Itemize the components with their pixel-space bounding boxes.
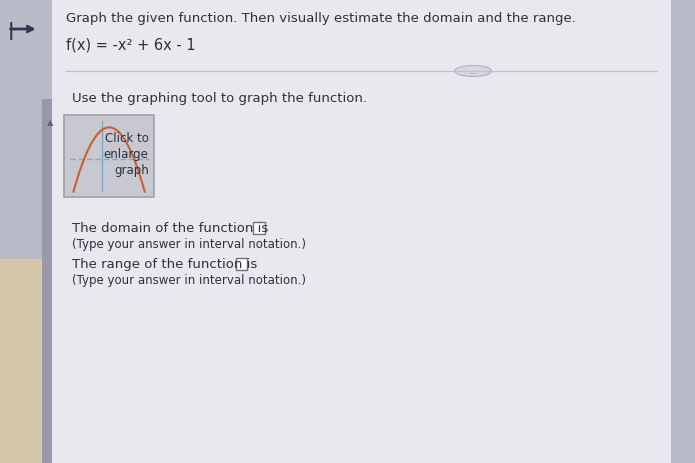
Text: Use the graphing tool to graph the function.: Use the graphing tool to graph the funct…: [72, 92, 368, 105]
Text: |: |: [8, 22, 14, 40]
FancyBboxPatch shape: [42, 100, 52, 463]
Text: (Type your answer in interval notation.): (Type your answer in interval notation.): [72, 238, 306, 250]
Text: enlarge: enlarge: [104, 148, 149, 161]
FancyBboxPatch shape: [52, 0, 671, 463]
Text: (Type your answer in interval notation.): (Type your answer in interval notation.): [72, 274, 306, 287]
Text: The domain of the function is: The domain of the function is: [72, 221, 269, 234]
Text: f(x) = -x² + 6x - 1: f(x) = -x² + 6x - 1: [65, 38, 195, 53]
Text: ▲: ▲: [47, 118, 54, 127]
FancyBboxPatch shape: [253, 223, 265, 234]
FancyBboxPatch shape: [64, 116, 154, 198]
FancyBboxPatch shape: [236, 258, 247, 270]
Text: Graph the given function. Then visually estimate the domain and the range.: Graph the given function. Then visually …: [65, 12, 575, 25]
Text: graph: graph: [114, 163, 149, 176]
Text: The range of the function is: The range of the function is: [72, 257, 258, 270]
Ellipse shape: [455, 66, 491, 77]
Text: Click to: Click to: [105, 131, 149, 144]
Text: ...: ...: [469, 67, 477, 76]
FancyBboxPatch shape: [0, 259, 53, 463]
